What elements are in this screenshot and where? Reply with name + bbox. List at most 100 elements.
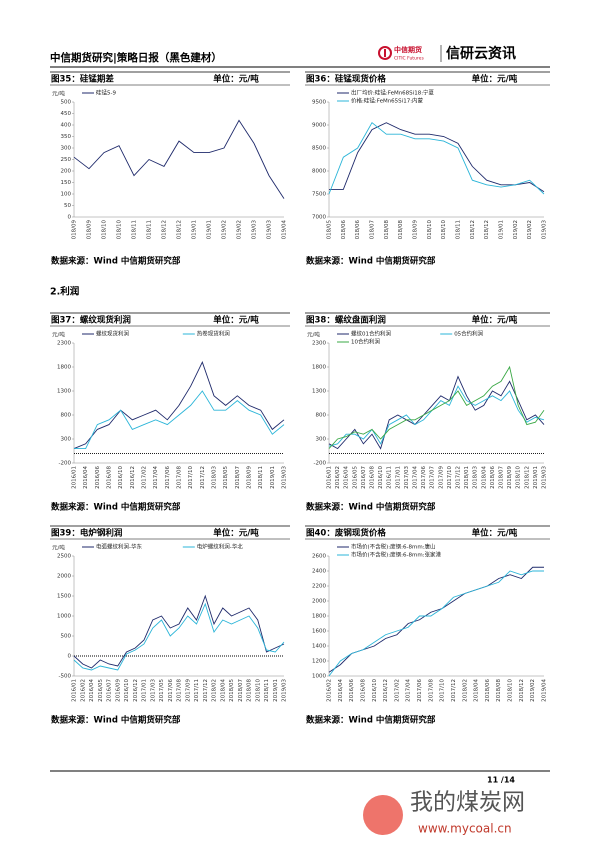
x-tick-label: 2018/02 (212, 679, 218, 702)
chart-source: 数据来源：Wind 中信期货研究部 (306, 715, 436, 726)
x-tick-label: 2016/12 (133, 679, 139, 702)
y-tick-label: -200 (314, 461, 327, 467)
series-line (329, 122, 545, 193)
y-tick-label: 300 (316, 437, 327, 443)
x-tick-label: 2018/04 (474, 679, 480, 702)
chart-title: 图37：螺纹现货利润 (51, 315, 131, 326)
x-tick-label: 2018/05 (223, 466, 229, 489)
x-tick-label: 2016/01 (72, 679, 78, 702)
y-tick-label: 0 (68, 654, 72, 660)
x-tick-label: 2018/04 (481, 466, 487, 489)
x-tick-label: 2018/09 (247, 466, 253, 489)
x-tick-label: 2019/03 (542, 466, 548, 489)
series-line (328, 122, 545, 195)
y-tick-label: 450 (61, 111, 72, 117)
y-tick-label: 1800 (57, 365, 71, 371)
x-tick-label: 2016/04 (83, 466, 89, 489)
y-tick-label: 500 (61, 634, 72, 640)
x-tick-label: 018/10 (102, 220, 108, 240)
x-tick-label: 2017/03 (404, 466, 410, 489)
x-tick-label: 2019/01 (273, 679, 279, 702)
x-tick-label: 018/05 (327, 220, 333, 240)
y-tick-label: 2000 (57, 574, 71, 580)
y-tick-label: 9000 (312, 123, 326, 129)
y-tick-label: 1800 (312, 365, 326, 371)
legend-label: 价格:硅锰:FeMn65Si17:内蒙 (351, 97, 424, 105)
y-tick-label: 800 (61, 413, 72, 419)
y-tick-label: 1200 (312, 659, 326, 665)
x-tick-label: 2016/10 (118, 466, 124, 489)
x-tick-label: 018/11 (456, 220, 462, 239)
x-tick-label: 019/03 (267, 220, 273, 240)
x-tick-label: 2019/02 (530, 679, 536, 702)
y-tick-label: 200 (61, 169, 72, 175)
chart-source: 数据来源：Wind 中信期货研究部 (306, 256, 436, 267)
x-tick-label: 018/06 (341, 220, 347, 240)
x-tick-label: 019/01 (192, 220, 198, 239)
chart-unit: 单位：元/吨 (213, 315, 259, 326)
y-tick-label: 7500 (312, 192, 326, 198)
x-tick-label: 2017/04 (413, 466, 419, 489)
x-tick-label: 019/02 (527, 220, 533, 239)
y-tick-label: 8000 (312, 169, 326, 175)
x-tick-label: 2018/01 (464, 466, 470, 489)
x-tick-label: 2016/05 (352, 466, 358, 489)
x-tick-label: 2016/08 (107, 466, 113, 489)
section-title: 2.利润 (50, 286, 79, 298)
x-tick-label: 2016/12 (383, 679, 389, 702)
watermark-name: 我的煤炭网 (410, 790, 525, 816)
x-tick-label: 2018/08 (496, 679, 502, 702)
chart-unit: 单位：元/吨 (213, 528, 259, 539)
y-tick-label: 100 (61, 192, 72, 198)
y-tick-label: 1600 (312, 629, 326, 635)
y-tick-label: 1000 (57, 614, 71, 620)
x-tick-label: 2019/03 (282, 466, 288, 489)
chart-title: 图35：硅锰期差 (51, 74, 114, 85)
y-tick-label: 350 (61, 134, 72, 140)
chart-source: 数据来源：Wind 中信期货研究部 (51, 502, 181, 513)
x-tick-label: 2018/07 (238, 679, 244, 702)
y-tick-label: 800 (316, 413, 327, 419)
x-tick-label: 2017/10 (188, 466, 194, 489)
x-tick-label: 2018/04 (220, 679, 226, 702)
x-tick-label: 2017/12 (203, 679, 209, 702)
y-tick-label: 2600 (312, 554, 326, 560)
y-tick-label: 300 (61, 437, 72, 443)
x-tick-label: 2016/10 (372, 679, 378, 702)
x-tick-label: 2018/10 (516, 466, 522, 489)
x-tick-label: 2019/01 (270, 466, 276, 489)
x-tick-label: 2016/12 (130, 466, 136, 489)
x-tick-label: 2018/03 (212, 466, 218, 489)
x-tick-label: 2018/06 (485, 679, 491, 702)
x-tick-label: 2018/10 (508, 679, 514, 702)
x-tick-label: 018/10 (441, 220, 447, 240)
legend-label: 螺纹现货利润 (96, 330, 130, 338)
y-axis-label: 元/吨 (307, 331, 320, 339)
y-tick-label: 2300 (312, 341, 326, 347)
x-tick-label: 2017/08 (177, 679, 183, 702)
chart-unit: 单位：元/吨 (472, 74, 518, 85)
x-tick-label: 2018/09 (507, 466, 513, 489)
x-tick-label: 2016/11 (387, 466, 393, 489)
series-line (328, 385, 545, 447)
x-tick-label: 2018/07 (499, 466, 505, 489)
chart-unit: 单位：元/吨 (472, 315, 518, 326)
y-tick-label: 50 (64, 203, 71, 209)
chart-title: 图38：螺纹盘面利润 (306, 315, 386, 326)
x-tick-label: 019/02 (237, 220, 243, 239)
x-tick-label: 2016/02 (80, 679, 86, 702)
chart-title: 图39：电炉钢利润 (51, 528, 123, 539)
legend-label: 电弧螺纹利润-华东 (96, 543, 142, 551)
y-tick-label: 400 (61, 123, 72, 129)
y-axis-label: 元/吨 (52, 544, 65, 552)
x-tick-label: 018/09 (413, 220, 419, 240)
legend-label: 螺纹01合约利润 (351, 330, 391, 338)
y-tick-label: 1800 (312, 614, 326, 620)
y-tick-label: 250 (61, 157, 72, 163)
y-tick-label: 8500 (312, 146, 326, 152)
x-tick-label: 2018/12 (524, 466, 530, 489)
x-tick-label: 2018/07 (235, 466, 241, 489)
x-tick-label: 019/01 (207, 220, 213, 239)
series-line (328, 365, 545, 449)
legend-label: 出厂均价:硅锰:FeMn68Si18:宁夏 (351, 89, 435, 97)
